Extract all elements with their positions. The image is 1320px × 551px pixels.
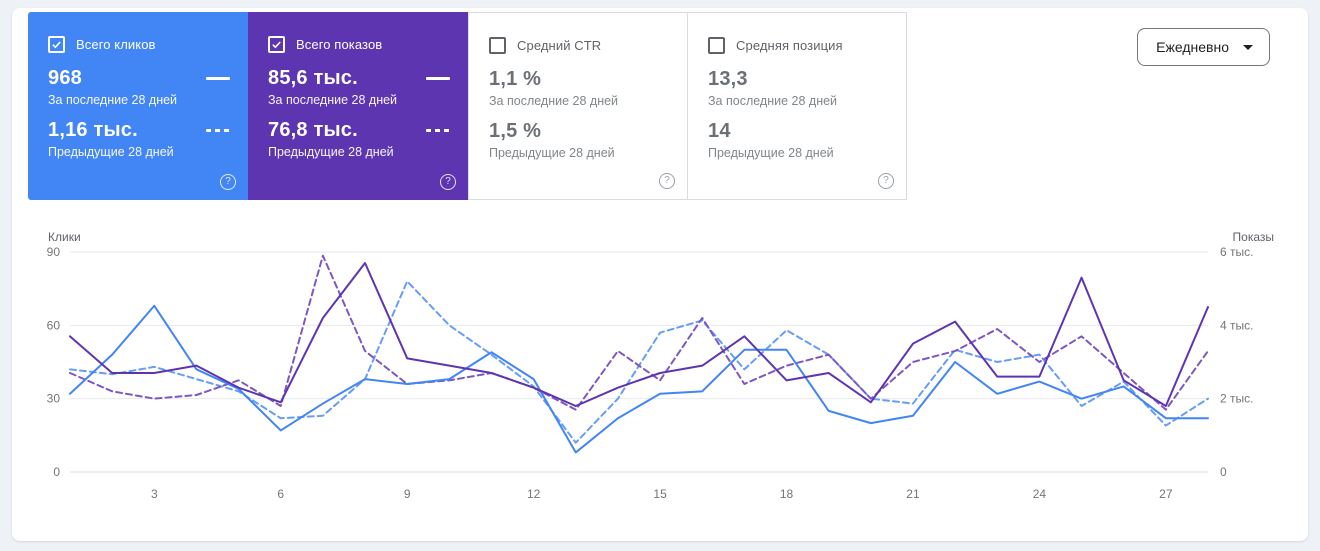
metric-card-total-clicks[interactable]: Всего кликов 968 За последние 28 дней 1,… bbox=[28, 12, 248, 200]
help-icon[interactable]: ? bbox=[878, 173, 894, 189]
svg-text:21: 21 bbox=[906, 487, 920, 501]
dashed-line-legend-icon bbox=[206, 129, 230, 132]
metric-period-current: За последние 28 дней bbox=[708, 94, 838, 108]
metric-period-previous: Предыдущие 28 дней bbox=[708, 146, 834, 160]
metric-card-average-ctr[interactable]: Средний CTR 1,1 % За последние 28 дней 1… bbox=[468, 12, 688, 200]
right-axis-title: Показы bbox=[1232, 230, 1274, 244]
metric-value-previous: 14 bbox=[708, 120, 731, 142]
svg-text:60: 60 bbox=[47, 318, 61, 332]
svg-text:30: 30 bbox=[47, 392, 61, 406]
left-axis-title: Клики bbox=[48, 230, 81, 244]
metric-cards-row: Всего кликов 968 За последние 28 дней 1,… bbox=[28, 12, 907, 200]
svg-text:24: 24 bbox=[1033, 487, 1047, 501]
metric-period-previous: Предыдущие 28 дней bbox=[268, 145, 394, 159]
checkbox-checked-icon[interactable] bbox=[268, 36, 285, 53]
granularity-dropdown[interactable]: Ежедневно bbox=[1137, 28, 1270, 66]
solid-line-legend-icon bbox=[206, 77, 230, 80]
metric-value-current: 1,1 % bbox=[489, 68, 542, 90]
checkbox-unchecked-icon[interactable] bbox=[708, 37, 725, 54]
metric-value-current: 13,3 bbox=[708, 68, 748, 90]
help-icon[interactable]: ? bbox=[440, 174, 456, 190]
svg-text:12: 12 bbox=[527, 487, 541, 501]
performance-panel: Всего кликов 968 За последние 28 дней 1,… bbox=[12, 8, 1308, 541]
chevron-down-icon bbox=[1243, 44, 1253, 50]
svg-text:9: 9 bbox=[404, 487, 411, 501]
dashed-line-legend-icon bbox=[426, 129, 450, 132]
svg-text:18: 18 bbox=[780, 487, 794, 501]
metric-period-previous: Предыдущие 28 дней bbox=[48, 145, 174, 159]
svg-text:15: 15 bbox=[653, 487, 667, 501]
metric-card-total-impressions[interactable]: Всего показов 85,6 тыс. За последние 28 … bbox=[248, 12, 468, 200]
svg-text:0: 0 bbox=[1220, 465, 1227, 479]
svg-text:6 тыс.: 6 тыс. bbox=[1220, 245, 1253, 259]
metric-card-label: Всего показов bbox=[296, 37, 383, 52]
metric-card-label: Средний CTR bbox=[517, 38, 602, 53]
svg-text:0: 0 bbox=[53, 465, 60, 479]
metric-card-average-position[interactable]: Средняя позиция 13,3 За последние 28 дне… bbox=[687, 12, 907, 200]
metric-value-previous: 1,16 тыс. bbox=[48, 119, 138, 141]
granularity-dropdown-label: Ежедневно bbox=[1156, 39, 1229, 55]
metric-period-current: За последние 28 дней bbox=[489, 94, 619, 108]
solid-line-legend-icon bbox=[426, 77, 450, 80]
metric-value-current: 85,6 тыс. bbox=[268, 67, 358, 89]
svg-text:3: 3 bbox=[151, 487, 158, 501]
svg-text:2 тыс.: 2 тыс. bbox=[1220, 392, 1253, 406]
metric-period-current: За последние 28 дней bbox=[268, 93, 398, 107]
help-icon[interactable]: ? bbox=[659, 173, 675, 189]
metric-period-current: За последние 28 дней bbox=[48, 93, 178, 107]
metric-value-previous: 1,5 % bbox=[489, 120, 542, 142]
svg-text:27: 27 bbox=[1159, 487, 1173, 501]
svg-text:6: 6 bbox=[277, 487, 284, 501]
help-icon[interactable]: ? bbox=[220, 174, 236, 190]
metric-period-previous: Предыдущие 28 дней bbox=[489, 146, 615, 160]
metric-value-current: 968 bbox=[48, 67, 82, 89]
metric-card-label: Всего кликов bbox=[76, 37, 156, 52]
performance-chart[interactable]: 0 30 60 90 0 2 тыс. 4 тыс. 6 тыс. 3 6 9 12 15 18 21 24 2… bbox=[20, 236, 1300, 508]
metric-card-label: Средняя позиция bbox=[736, 38, 843, 53]
checkbox-unchecked-icon[interactable] bbox=[489, 37, 506, 54]
metric-value-previous: 76,8 тыс. bbox=[268, 119, 358, 141]
svg-text:4 тыс.: 4 тыс. bbox=[1220, 318, 1253, 332]
checkbox-checked-icon[interactable] bbox=[48, 36, 65, 53]
svg-text:90: 90 bbox=[47, 245, 61, 259]
